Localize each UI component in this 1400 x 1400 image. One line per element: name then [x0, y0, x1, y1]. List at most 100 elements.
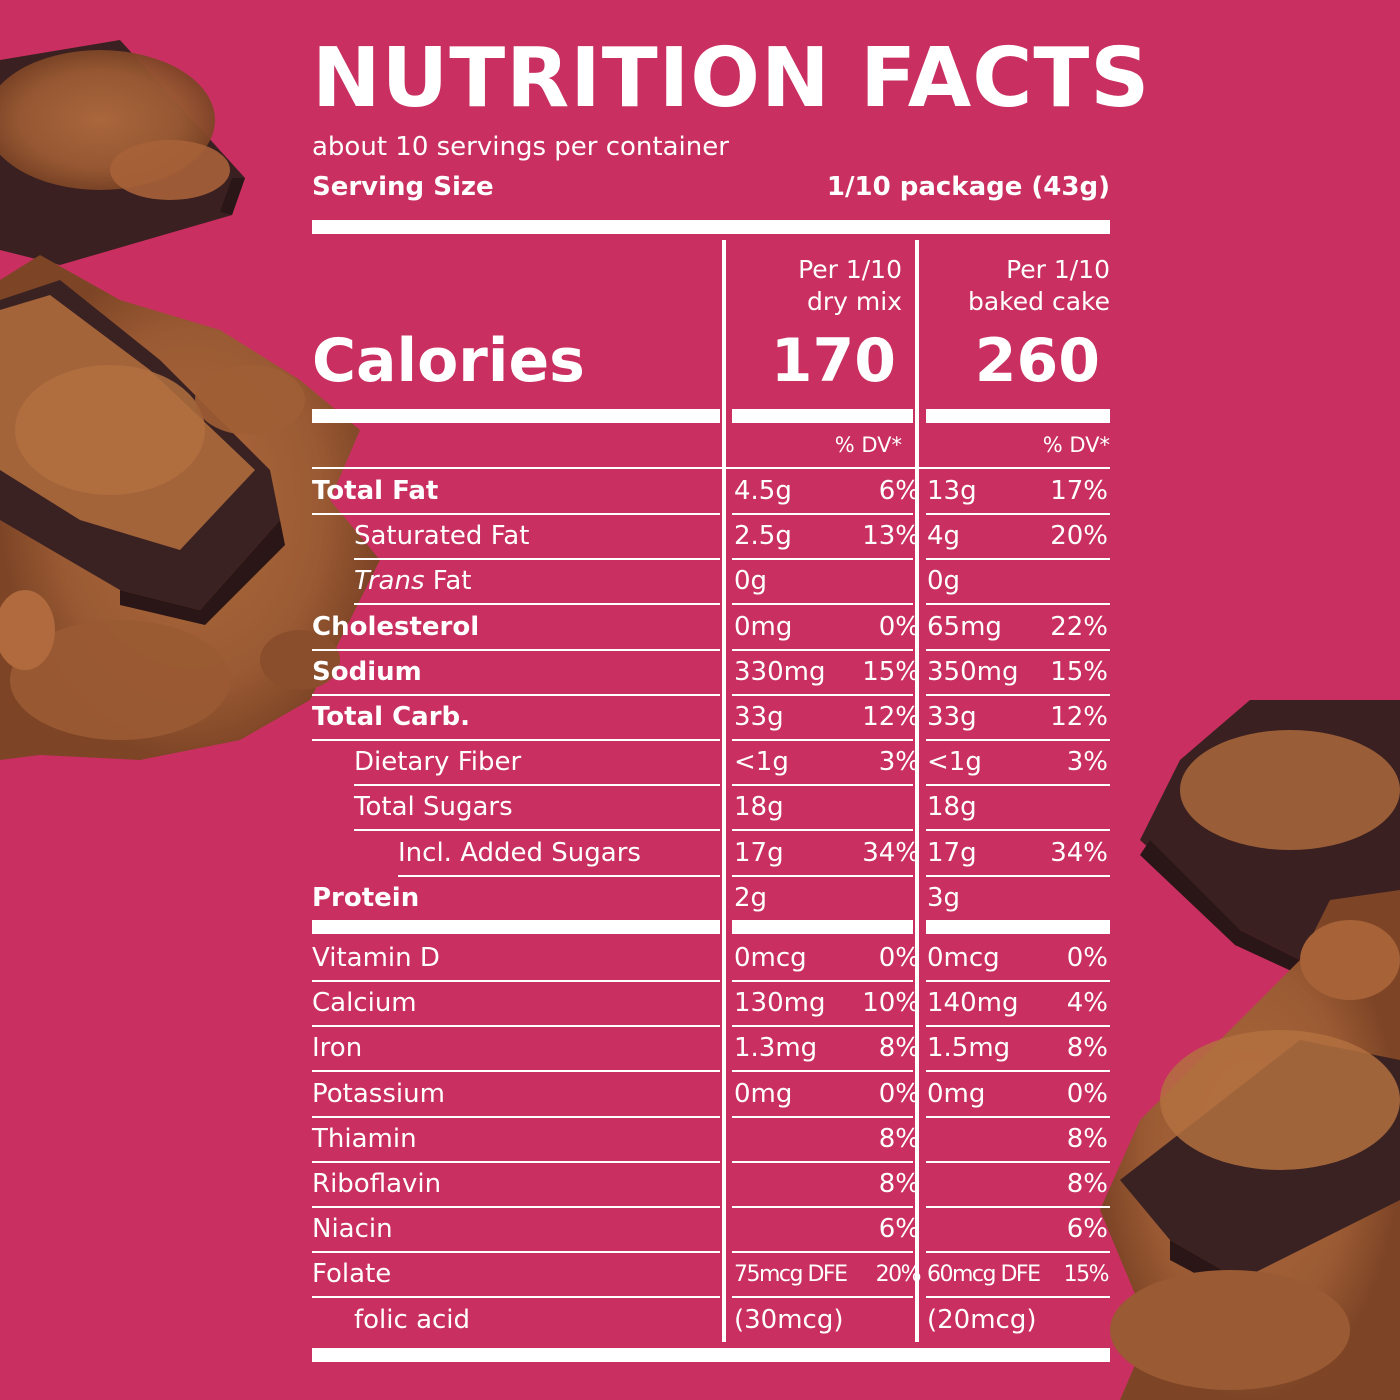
- baked-cake-amount: 65mg: [927, 611, 1002, 642]
- dry-mix-dv: 8%: [878, 1169, 920, 1199]
- dry-mix-amount: <1g: [734, 747, 789, 778]
- row-divider-name: [354, 829, 720, 832]
- dry-mix-amount: 4.5g: [734, 476, 792, 506]
- row-divider-name: [354, 784, 720, 787]
- row-divider-dry: [732, 874, 913, 877]
- row-divider-baked: [926, 1115, 1110, 1118]
- serving-size-value: 1/10 package (43g): [826, 172, 1110, 202]
- dry-mix-amount: 2g: [734, 882, 768, 913]
- row-divider-baked: [926, 1206, 1110, 1208]
- nutrient-name: Total Fat: [312, 476, 438, 506]
- calories-thick-divider-2: [732, 409, 913, 423]
- baked-cake-dv: 3%: [1066, 747, 1108, 778]
- row-divider-baked: [926, 513, 1110, 515]
- baked-cake-dv: 12%: [1050, 702, 1108, 732]
- nutrient-name-text: folic acid: [354, 1304, 471, 1335]
- nutrient-name-text: Fat: [424, 566, 472, 597]
- row-divider-name: [312, 980, 720, 982]
- dry-mix-dv: 15%: [862, 656, 920, 687]
- dry-mix-dv-header: % DV*: [834, 433, 902, 457]
- baked-cake-dv-header: % DV*: [1042, 433, 1110, 457]
- baked-cake-dv: 8%: [1066, 1123, 1108, 1154]
- nutrient-name-text: Vitamin D: [312, 943, 440, 973]
- dry-mix-dv: 20%: [875, 1262, 922, 1288]
- row-divider-name: [354, 603, 720, 606]
- row-divider-dry: [732, 1160, 913, 1163]
- table-row: Cholesterol 0mg 0% 65mg 22%: [312, 606, 1110, 651]
- dry-mix-amount: 17g: [734, 837, 784, 868]
- calories-thick-divider-3: [926, 409, 1110, 423]
- baked-cake-amount: 17g: [927, 837, 977, 868]
- dry-mix-column-header: Per 1/10 dry mix: [798, 254, 902, 318]
- label-title: NUTRITION FACTS: [312, 31, 1151, 126]
- nutrient-name-text: Sodium: [312, 656, 422, 687]
- bottom-thick-divider: [312, 1348, 1110, 1362]
- vitamins-thick-divider-3: [926, 920, 1110, 934]
- row-divider-name: [312, 1206, 720, 1208]
- row-divider-name: [312, 739, 720, 741]
- baked-cake-amount: (20mcg): [927, 1304, 1037, 1335]
- vitamins-thick-divider-2: [732, 920, 913, 934]
- baked-cake-header-line2: baked cake: [967, 287, 1110, 316]
- row-divider-baked: [926, 1160, 1110, 1163]
- nutrient-name: Riboflavin: [312, 1169, 441, 1199]
- calories-thick-divider-1: [312, 409, 720, 423]
- baked-cake-dv: 6%: [1066, 1214, 1108, 1245]
- table-row: Dietary Fiber <1g 3% <1g 3%: [312, 741, 1110, 787]
- row-divider-baked: [926, 693, 1110, 696]
- table-row: Saturated Fat 2.5g 13% 4g 20%: [312, 515, 1110, 561]
- row-divider-baked: [926, 1251, 1110, 1254]
- nutrient-name-text: Total Carb.: [312, 702, 471, 732]
- row-divider-baked: [926, 648, 1110, 651]
- nutrient-name: Niacin: [312, 1214, 393, 1244]
- dry-mix-amount: 18g: [734, 792, 784, 823]
- row-divider-baked: [926, 874, 1110, 877]
- column-divider-right: [915, 240, 919, 1342]
- row-divider-baked: [926, 603, 1110, 606]
- dry-mix-header-line1: Per 1/10: [798, 255, 902, 284]
- row-divider-name: [312, 1025, 720, 1028]
- baked-cake-dv: 15%: [1050, 656, 1108, 687]
- baked-cake-amount: 18g: [927, 792, 977, 823]
- dry-mix-amount: 0mcg: [734, 943, 807, 973]
- row-divider-name: [354, 558, 720, 561]
- table-row: Protein 2g 3g: [312, 877, 1110, 922]
- baked-cake-amount: 0mcg: [927, 943, 1000, 973]
- table-row: Incl. Added Sugars 17g 34% 17g 34%: [312, 832, 1110, 877]
- nutrient-name-text: Protein: [312, 882, 420, 913]
- servings-per-container: about 10 servings per container: [312, 132, 729, 162]
- top-thick-divider: [312, 220, 1110, 234]
- nutrient-name: Thiamin: [312, 1124, 417, 1154]
- table-row: Vitamin D 0mcg 0% 0mcg 0%: [312, 937, 1110, 982]
- row-divider-dry: [732, 1070, 913, 1073]
- dry-mix-amount: 330mg: [734, 656, 826, 687]
- serving-size-label: Serving Size: [312, 172, 494, 202]
- dry-mix-header-line2: dry mix: [807, 287, 902, 316]
- nutrient-name-text: Riboflavin: [312, 1169, 442, 1199]
- table-row: Trans Fat 0g 0g: [312, 560, 1110, 606]
- table-row: Niacin 6% 6%: [312, 1208, 1110, 1254]
- baked-cake-amount: 350mg: [927, 656, 1019, 687]
- table-row: folic acid (30mcg) (20mcg): [312, 1299, 1110, 1344]
- table-row: Iron 1.3mg 8% 1.5mg 8%: [312, 1027, 1110, 1073]
- baked-cake-dv: 0%: [1066, 1078, 1108, 1109]
- nutrient-name: Sodium: [312, 657, 422, 687]
- dry-mix-dv: 6%: [878, 1214, 920, 1245]
- nutrient-name-text: Incl. Added Sugars: [398, 837, 641, 868]
- nutrient-name: Saturated Fat: [354, 521, 529, 551]
- table-row: Riboflavin 8% 8%: [312, 1163, 1110, 1208]
- nutrient-name-text: Total Sugars: [354, 792, 513, 823]
- baked-cake-dv: 20%: [1050, 521, 1108, 552]
- baked-cake-amount: 0mg: [927, 1078, 986, 1109]
- dry-mix-dv: 0%: [878, 611, 920, 642]
- dry-mix-amount: 0mg: [734, 1078, 793, 1109]
- nutrition-facts-label: NUTRITION FACTS about 10 servings per co…: [312, 0, 1151, 1400]
- row-divider-name: [312, 1160, 720, 1163]
- nutrient-name: Calcium: [312, 988, 417, 1018]
- baked-cake-amount: <1g: [927, 747, 982, 778]
- nutrient-name-text: Niacin: [312, 1214, 393, 1245]
- row-divider-dry: [732, 1206, 913, 1208]
- baked-cake-calories: 260: [974, 326, 1100, 396]
- dry-mix-amount: 33g: [734, 702, 784, 732]
- row-divider-name: [312, 1296, 720, 1299]
